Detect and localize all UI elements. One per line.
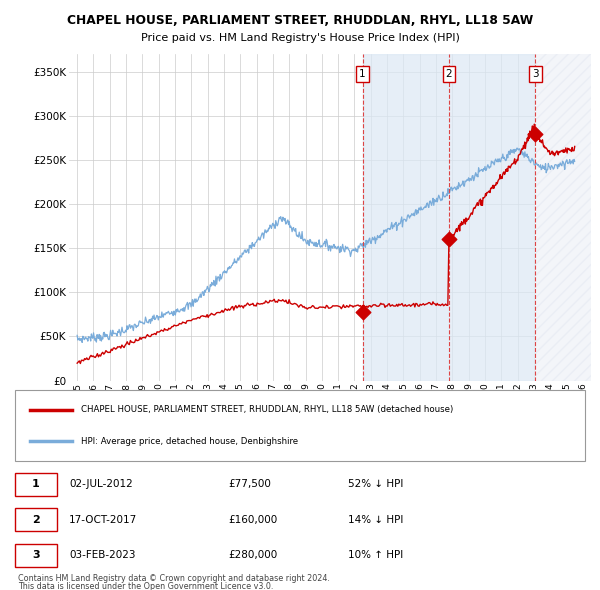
Text: 14% ↓ HPI: 14% ↓ HPI — [348, 515, 403, 525]
Point — [530, 129, 540, 139]
Text: Price paid vs. HM Land Registry's House Price Index (HPI): Price paid vs. HM Land Registry's House … — [140, 33, 460, 42]
Text: 1: 1 — [359, 69, 366, 79]
FancyBboxPatch shape — [15, 390, 585, 461]
Text: CHAPEL HOUSE, PARLIAMENT STREET, RHUDDLAN, RHYL, LL18 5AW (detached house): CHAPEL HOUSE, PARLIAMENT STREET, RHUDDLA… — [81, 405, 453, 414]
FancyBboxPatch shape — [15, 544, 57, 567]
Text: 02-JUL-2012: 02-JUL-2012 — [69, 479, 133, 489]
Text: 3: 3 — [532, 69, 539, 79]
Text: £280,000: £280,000 — [228, 550, 277, 560]
FancyBboxPatch shape — [15, 509, 57, 532]
Bar — [535, 54, 591, 381]
Text: 03-FEB-2023: 03-FEB-2023 — [69, 550, 136, 560]
Point — [358, 307, 367, 317]
Text: This data is licensed under the Open Government Licence v3.0.: This data is licensed under the Open Gov… — [18, 582, 274, 590]
Text: 52% ↓ HPI: 52% ↓ HPI — [348, 479, 403, 489]
Text: £77,500: £77,500 — [228, 479, 271, 489]
Text: 1: 1 — [32, 479, 40, 489]
FancyBboxPatch shape — [15, 473, 57, 496]
Text: 2: 2 — [446, 69, 452, 79]
Text: 17-OCT-2017: 17-OCT-2017 — [69, 515, 137, 525]
Text: £160,000: £160,000 — [228, 515, 277, 525]
Text: Contains HM Land Registry data © Crown copyright and database right 2024.: Contains HM Land Registry data © Crown c… — [18, 574, 330, 583]
Point — [444, 235, 454, 244]
Bar — [362, 54, 535, 381]
Text: HPI: Average price, detached house, Denbighshire: HPI: Average price, detached house, Denb… — [81, 437, 298, 446]
Bar — [535, 54, 591, 381]
Text: 3: 3 — [32, 550, 40, 560]
Text: 2: 2 — [32, 515, 40, 525]
Text: 10% ↑ HPI: 10% ↑ HPI — [348, 550, 403, 560]
Text: CHAPEL HOUSE, PARLIAMENT STREET, RHUDDLAN, RHYL, LL18 5AW: CHAPEL HOUSE, PARLIAMENT STREET, RHUDDLA… — [67, 14, 533, 27]
